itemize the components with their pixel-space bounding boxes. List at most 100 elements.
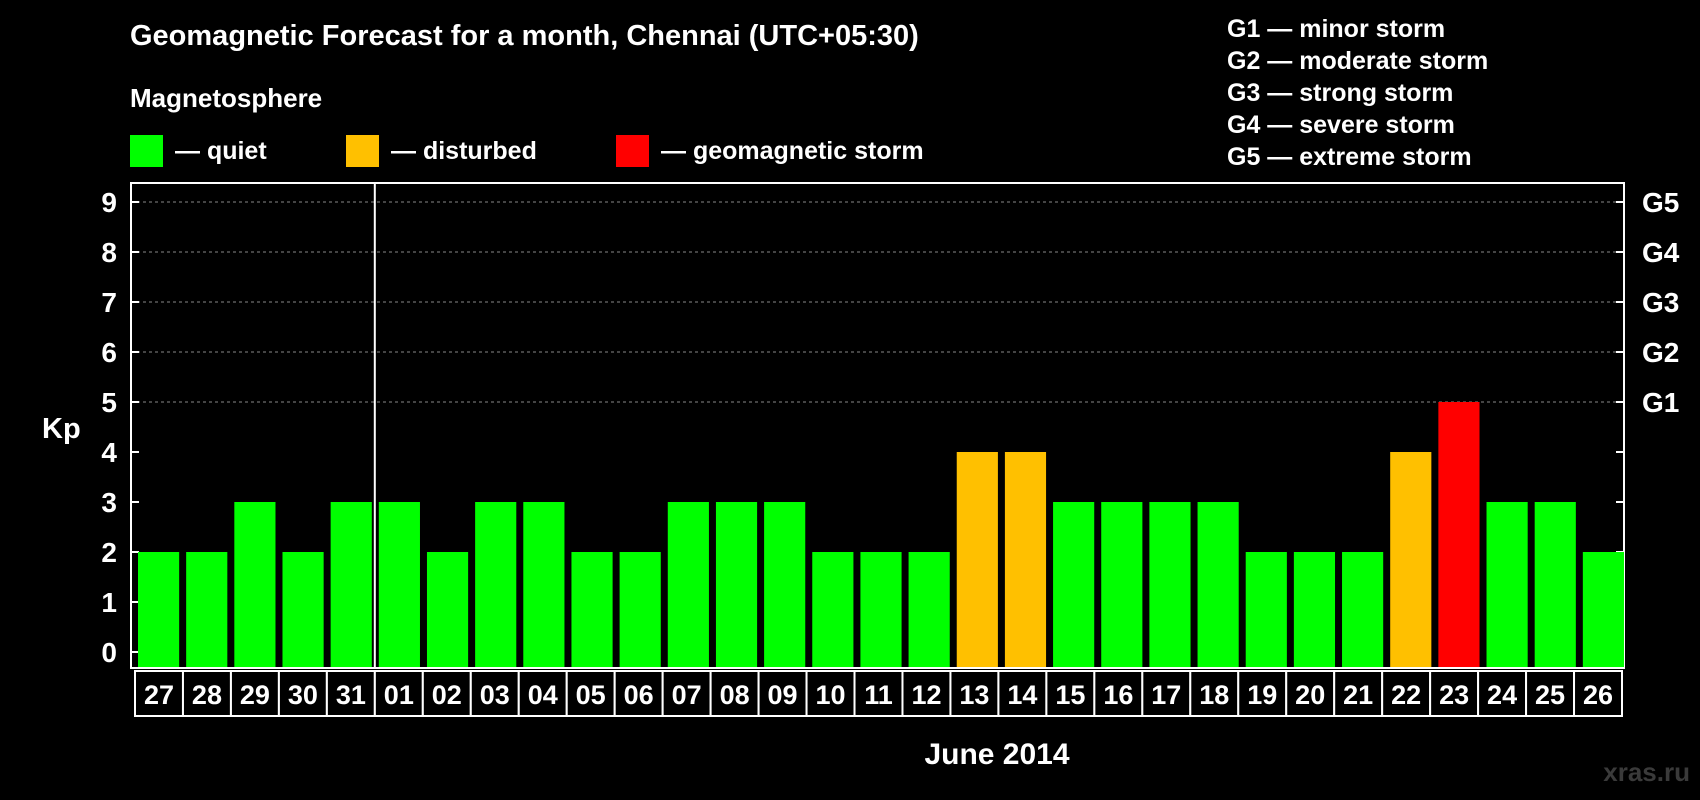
- bar: [378, 502, 420, 667]
- x-tick-label: 23: [1439, 680, 1469, 710]
- x-category-cell: [1333, 670, 1384, 717]
- x-tick-label: 13: [959, 680, 989, 710]
- x-tick-label: 30: [288, 680, 318, 710]
- g-scale-g2: G2 — moderate storm: [1227, 47, 1489, 75]
- g-scale-g5: G5 — extreme storm: [1227, 143, 1472, 171]
- legend-quiet-swatch: [130, 135, 163, 167]
- x-tick-label: 09: [768, 680, 798, 710]
- bar: [475, 502, 517, 667]
- bar: [282, 552, 324, 667]
- x-tick-label: 26: [1583, 680, 1613, 710]
- bar: [860, 552, 902, 667]
- x-tick-label: 02: [432, 680, 462, 710]
- x-category-cell: [277, 670, 328, 717]
- x-tick-label: 05: [576, 680, 606, 710]
- y-tick-label: 7: [101, 287, 117, 318]
- bar: [812, 552, 854, 667]
- y-tick-label: 6: [101, 337, 117, 368]
- bar: [330, 502, 372, 667]
- bar: [1101, 502, 1143, 667]
- bar: [523, 502, 565, 667]
- x-category-cell: [757, 670, 808, 717]
- x-tick-label: 01: [384, 680, 414, 710]
- bar: [908, 552, 950, 667]
- y-tick-label: 5: [101, 387, 117, 418]
- bar: [764, 502, 806, 667]
- x-tick-label: 11: [864, 680, 893, 710]
- x-category-cell: [517, 670, 568, 717]
- legend-subtitle: Magnetosphere: [130, 83, 323, 113]
- x-tick-label: 21: [1343, 680, 1373, 710]
- x-tick-label: 27: [144, 680, 174, 710]
- x-axis-label: June 2014: [924, 738, 1069, 771]
- g-scale-g4: G4 — severe storm: [1227, 111, 1455, 139]
- legend-storm-label: — geomagnetic storm: [661, 136, 924, 165]
- y-tick-label: 9: [101, 187, 117, 218]
- y-tick-label: 8: [101, 237, 117, 268]
- x-tick-label: 28: [192, 680, 222, 710]
- g-level-label: G4: [1642, 237, 1680, 268]
- bar: [186, 552, 228, 667]
- g-scale-g3: G3 — strong storm: [1227, 79, 1454, 107]
- bar: [1582, 552, 1624, 667]
- bar: [1197, 502, 1239, 667]
- bar: [956, 452, 998, 667]
- x-category-cell: [997, 670, 1048, 717]
- y-tick-label: 0: [101, 637, 117, 668]
- y-tick-label: 3: [101, 487, 117, 518]
- bar: [1004, 452, 1047, 667]
- x-tick-label: 24: [1487, 680, 1517, 710]
- x-category-cell: [1573, 670, 1623, 717]
- x-tick-label: 19: [1247, 680, 1277, 710]
- bar: [1149, 502, 1191, 667]
- x-tick-label: 18: [1199, 680, 1229, 710]
- x-tick-label: 25: [1535, 680, 1565, 710]
- bar: [234, 502, 276, 667]
- bar: [1438, 402, 1480, 667]
- g-level-label: G3: [1642, 287, 1679, 318]
- x-category-cell: [1525, 670, 1576, 717]
- x-tick-label: 12: [911, 680, 941, 710]
- bar: [1486, 502, 1528, 667]
- x-tick-label: 10: [816, 680, 846, 710]
- bar: [1342, 552, 1384, 667]
- bar: [715, 502, 758, 667]
- x-tick-label: 08: [720, 680, 750, 710]
- bar: [1534, 502, 1576, 667]
- bar: [1053, 502, 1095, 667]
- x-tick-label: 07: [672, 680, 702, 710]
- bar: [426, 552, 469, 667]
- x-tick-label: 20: [1295, 680, 1325, 710]
- y-tick-label: 2: [101, 537, 117, 568]
- x-tick-label: 14: [1007, 680, 1037, 710]
- x-tick-label: 03: [480, 680, 510, 710]
- legend-disturbed-swatch: [346, 135, 379, 167]
- g-scale-legend: G1 — minor storm G2 — moderate storm G3 …: [1227, 13, 1488, 173]
- bar: [138, 552, 180, 667]
- x-category-cell: [1093, 670, 1144, 717]
- legend-quiet: — quiet: [130, 135, 267, 167]
- x-tick-label: 17: [1151, 680, 1181, 710]
- x-category-cell: [709, 670, 760, 717]
- g-level-label: G1: [1642, 387, 1679, 418]
- g-level-label: G2: [1642, 337, 1679, 368]
- legend-disturbed: — disturbed: [346, 135, 537, 167]
- legend-quiet-label: — quiet: [175, 136, 267, 165]
- y-tick-label: 1: [101, 587, 117, 618]
- g-level-label: G5: [1642, 187, 1679, 218]
- x-category-cell: [229, 670, 280, 717]
- x-category-cell: [1045, 670, 1096, 717]
- y-axis-label: Kp: [42, 413, 81, 445]
- watermark: xras.ru: [1603, 757, 1690, 787]
- bar: [667, 502, 709, 667]
- bar: [571, 552, 613, 667]
- x-tick-label: 04: [528, 680, 558, 710]
- legend-storm-swatch: [616, 135, 649, 167]
- x-tick-label: 31: [336, 680, 366, 710]
- x-category-cell: [1381, 670, 1432, 717]
- x-category-cell: [661, 670, 712, 717]
- x-category-cell: [565, 670, 616, 717]
- y-tick-label: 4: [101, 437, 117, 468]
- x-tick-label: 29: [240, 680, 270, 710]
